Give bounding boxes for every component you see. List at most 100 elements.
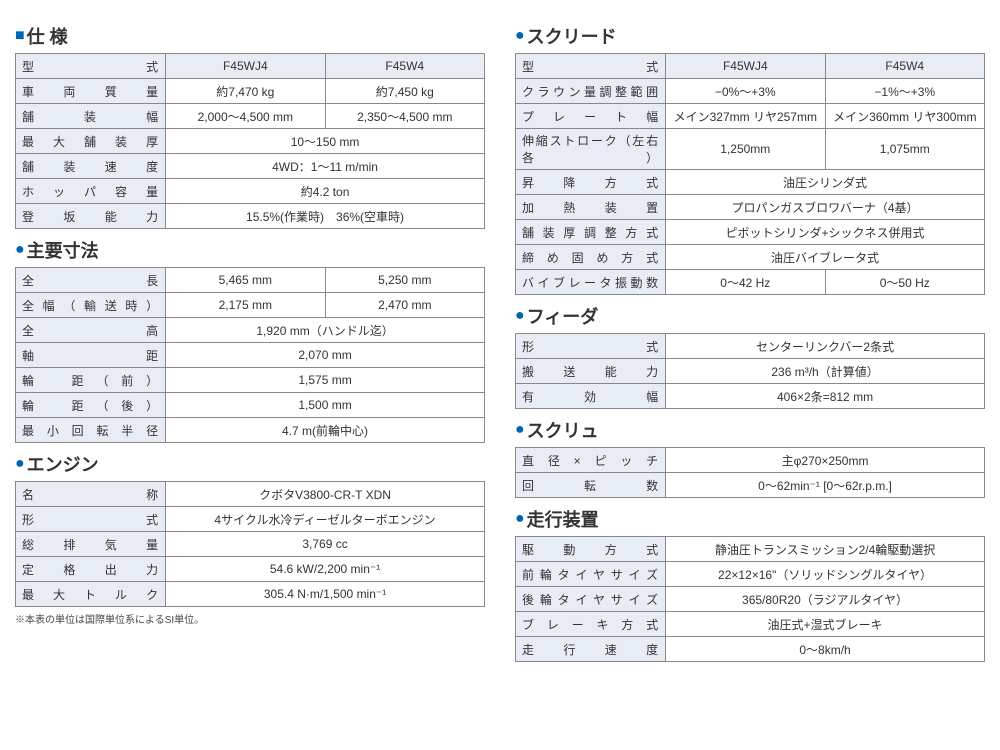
screw-table: 直径×ピッチ主φ270×250mm回 転 数0～62min⁻¹ [0～62r.p…: [515, 447, 985, 498]
table-row: 型 式F45WJ4F45W4: [16, 54, 485, 79]
table-row: 駆 動 方 式静油圧トランスミッション2/4輪駆動選択: [516, 537, 985, 562]
table-row: クラウン量調整範囲−0%～+3%−1%～+3%: [516, 79, 985, 104]
row-label: 登 坂 能 力: [16, 204, 166, 229]
table-row: 走 行 速 度0～8km/h: [516, 637, 985, 662]
row-label: 前輪タイヤサイズ: [516, 562, 666, 587]
screw-title-text: スクリュ: [527, 417, 599, 443]
table-row: 登 坂 能 力15.5%(作業時) 36%(空車時): [16, 204, 485, 229]
row-value: 1,075mm: [825, 129, 984, 170]
circle-icon: ●: [515, 307, 525, 325]
row-value: 10～150 mm: [166, 129, 485, 154]
row-label: 舗装厚調整方式: [516, 220, 666, 245]
table-row: 最 大 ト ル ク305.4 N·m/1,500 min⁻¹: [16, 582, 485, 607]
circle-icon: ●: [15, 455, 25, 473]
row-label: 輪 距（前）: [16, 368, 166, 393]
row-value: 1,920 mm（ハンドル迄）: [166, 318, 485, 343]
row-label: 回 転 数: [516, 473, 666, 498]
spec-title-text: 仕 様: [27, 23, 68, 49]
table-row: 全 高1,920 mm（ハンドル迄）: [16, 318, 485, 343]
row-label: 舗 装 幅: [16, 104, 166, 129]
feeder-table: 形 式センターリンクバー2条式搬 送 能 力236 m³/h（計算値）有 効 幅…: [515, 333, 985, 409]
spec-title: ■ 仕 様: [15, 23, 485, 49]
row-label: 加 熱 装 置: [516, 195, 666, 220]
row-label: 最 大 ト ル ク: [16, 582, 166, 607]
engine-title-text: エンジン: [27, 451, 99, 477]
feeder-title-text: フィーダ: [527, 303, 599, 329]
table-row: ホ ッ パ 容 量約4.2 ton: [16, 179, 485, 204]
row-value: F45W4: [825, 54, 984, 79]
table-row: 全 長5,465 mm5,250 mm: [16, 268, 485, 293]
row-value: 1,575 mm: [166, 368, 485, 393]
row-label: 舗 装 速 度: [16, 154, 166, 179]
row-label: 型 式: [516, 54, 666, 79]
row-value: 静油圧トランスミッション2/4輪駆動選択: [666, 537, 985, 562]
square-icon: ■: [15, 27, 25, 45]
table-row: 伸縮ストローク（左右各）1,250mm1,075mm: [516, 129, 985, 170]
screed-title: ● スクリード: [515, 23, 985, 49]
travel-title: ● 走行装置: [515, 506, 985, 532]
row-value: メイン327mm リヤ257mm: [666, 104, 825, 129]
row-label: 名 称: [16, 482, 166, 507]
table-row: 名 称クボタV3800-CR-T XDN: [16, 482, 485, 507]
table-row: 舗 装 速 度4WD：1～11 m/min: [16, 154, 485, 179]
table-row: 最 大 舗 装 厚10～150 mm: [16, 129, 485, 154]
row-value: 54.6 kW/2,200 min⁻¹: [166, 557, 485, 582]
row-value: 2,470 mm: [325, 293, 484, 318]
row-value: −1%～+3%: [825, 79, 984, 104]
row-label: ブレーキ方式: [516, 612, 666, 637]
row-value: 2,350～4,500 mm: [325, 104, 484, 129]
table-row: 昇 降 方 式油圧シリンダ式: [516, 170, 985, 195]
row-value: 約4.2 ton: [166, 179, 485, 204]
row-label: 総 排 気 量: [16, 532, 166, 557]
table-row: 舗装厚調整方式ピボットシリンダ+シックネス併用式: [516, 220, 985, 245]
row-label: 有 効 幅: [516, 384, 666, 409]
table-row: 輪 距（後）1,500 mm: [16, 393, 485, 418]
row-label: 直径×ピッチ: [516, 448, 666, 473]
row-value: 主φ270×250mm: [666, 448, 985, 473]
right-column: ● スクリード 型 式F45WJ4F45W4クラウン量調整範囲−0%～+3%−1…: [515, 15, 985, 662]
table-row: 型 式F45WJ4F45W4: [516, 54, 985, 79]
row-value: 4サイクル水冷ディーゼルターボエンジン: [166, 507, 485, 532]
row-value: クボタV3800-CR-T XDN: [166, 482, 485, 507]
row-value: 約7,450 kg: [325, 79, 484, 104]
row-label: 締め固め方式: [516, 245, 666, 270]
table-row: 直径×ピッチ主φ270×250mm: [516, 448, 985, 473]
row-label: 駆 動 方 式: [516, 537, 666, 562]
row-value: 0～62min⁻¹ [0～62r.p.m.]: [666, 473, 985, 498]
row-label: クラウン量調整範囲: [516, 79, 666, 104]
row-label: 型 式: [16, 54, 166, 79]
table-row: 全幅（輸送時）2,175 mm2,470 mm: [16, 293, 485, 318]
screed-table: 型 式F45WJ4F45W4クラウン量調整範囲−0%～+3%−1%～+3%プ レ…: [515, 53, 985, 295]
row-label: 最小回転半径: [16, 418, 166, 443]
row-value: 1,500 mm: [166, 393, 485, 418]
table-row: 搬 送 能 力236 m³/h（計算値）: [516, 359, 985, 384]
table-row: ブレーキ方式油圧式+湿式ブレーキ: [516, 612, 985, 637]
row-value: 油圧式+湿式ブレーキ: [666, 612, 985, 637]
row-value: 2,175 mm: [166, 293, 325, 318]
row-label: 全幅（輸送時）: [16, 293, 166, 318]
row-label: 走 行 速 度: [516, 637, 666, 662]
circle-icon: ●: [15, 241, 25, 259]
row-value: 365/80R20（ラジアルタイヤ）: [666, 587, 985, 612]
table-row: 定 格 出 力54.6 kW/2,200 min⁻¹: [16, 557, 485, 582]
row-label: 最 大 舗 装 厚: [16, 129, 166, 154]
table-row: 加 熱 装 置プロパンガスブロワバーナ（4基）: [516, 195, 985, 220]
row-label: 全 長: [16, 268, 166, 293]
row-label: 形 式: [516, 334, 666, 359]
table-row: 締め固め方式油圧バイブレータ式: [516, 245, 985, 270]
spec-table: 型 式F45WJ4F45W4車 両 質 量約7,470 kg約7,450 kg舗…: [15, 53, 485, 229]
row-label: 後輪タイヤサイズ: [516, 587, 666, 612]
screw-title: ● スクリュ: [515, 417, 985, 443]
table-row: 輪 距（前）1,575 mm: [16, 368, 485, 393]
row-value: 0～8km/h: [666, 637, 985, 662]
row-value: −0%～+3%: [666, 79, 825, 104]
row-label: バイブレータ振動数: [516, 270, 666, 295]
row-value: 3,769 cc: [166, 532, 485, 557]
dims-table: 全 長5,465 mm5,250 mm全幅（輸送時）2,175 mm2,470 …: [15, 267, 485, 443]
row-value: 5,465 mm: [166, 268, 325, 293]
table-row: 有 効 幅406×2条=812 mm: [516, 384, 985, 409]
table-row: 後輪タイヤサイズ365/80R20（ラジアルタイヤ）: [516, 587, 985, 612]
table-row: 舗 装 幅2,000～4,500 mm2,350～4,500 mm: [16, 104, 485, 129]
row-label: プ レ ー ト 幅: [516, 104, 666, 129]
row-value: 305.4 N·m/1,500 min⁻¹: [166, 582, 485, 607]
